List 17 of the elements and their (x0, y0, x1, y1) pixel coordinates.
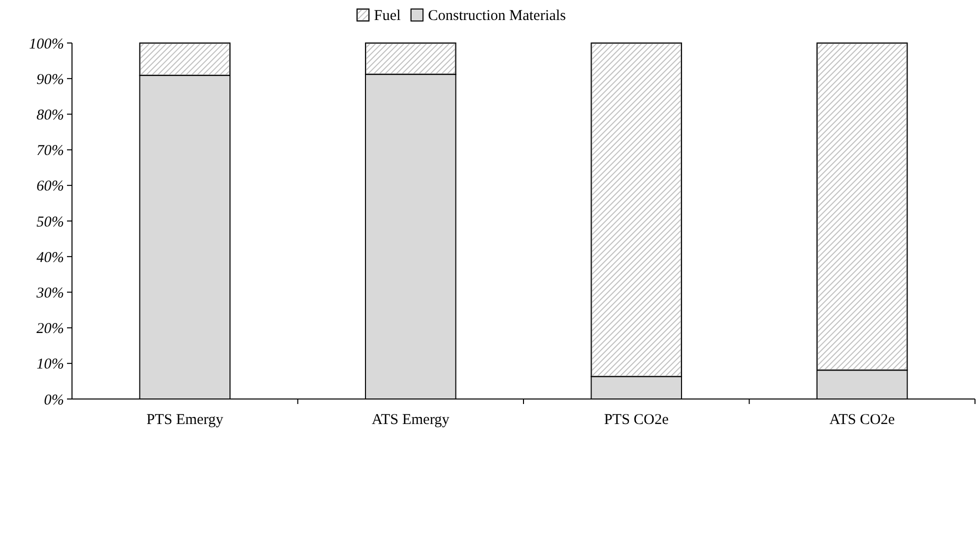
y-tick-label: 0% (44, 392, 64, 408)
y-tick-label: 70% (36, 143, 64, 160)
x-tick-label: PTS Emergy (146, 412, 224, 428)
y-tick-label: 100% (29, 36, 64, 52)
y-tick-label: 50% (36, 214, 64, 230)
x-tick-label: ATS Emergy (372, 412, 450, 428)
y-tick-label: 40% (36, 250, 64, 266)
legend-label: Fuel (374, 8, 401, 24)
x-tick-label: ATS CO2e (829, 412, 896, 428)
y-tick-label: 60% (36, 178, 64, 195)
y-tick-label: 30% (36, 285, 64, 302)
y-tick-label: 10% (36, 356, 64, 373)
x-tick-label: PTS CO2e (604, 412, 670, 428)
legend-label: Construction Materials (428, 8, 566, 24)
y-tick-label: 20% (36, 321, 64, 338)
y-tick-label: 80% (36, 107, 64, 124)
y-tick-label: 90% (36, 72, 64, 88)
